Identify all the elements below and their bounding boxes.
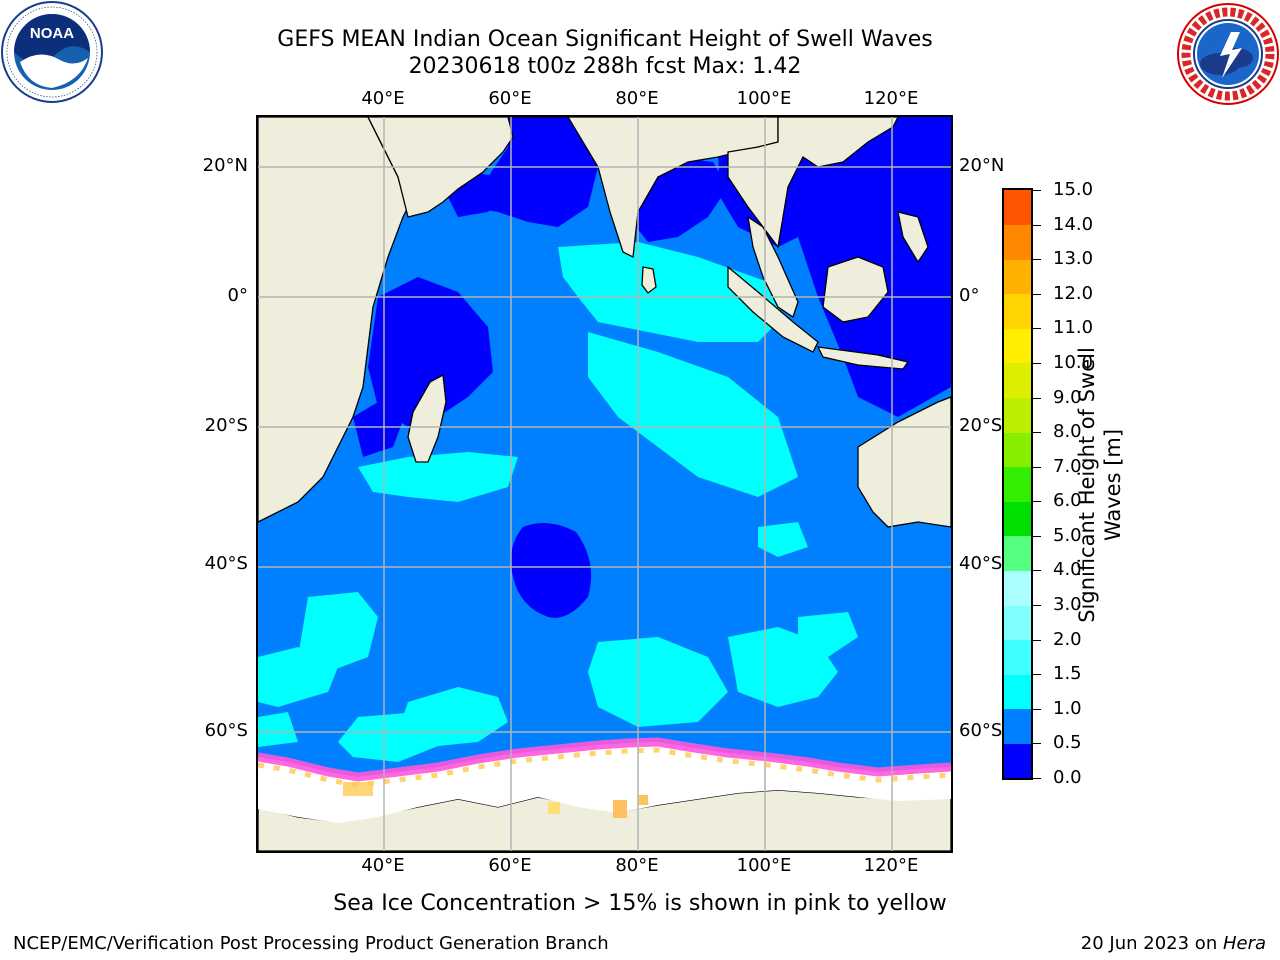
colorbar-segment [1004, 743, 1031, 779]
date-text: 20 Jun 2023 on [1080, 933, 1223, 954]
colorbar-tick-label: 2.0 [1053, 628, 1082, 650]
colorbar-tick [1033, 397, 1041, 399]
colorbar-tick-label: 5.0 [1053, 524, 1082, 546]
colorbar-segment [1004, 224, 1031, 260]
lon-tick-top: 80°E [615, 88, 659, 109]
colorbar-tick-label: 14.0 [1053, 213, 1094, 235]
colorbar-tick-label: 7.0 [1053, 455, 1082, 477]
colorbar-segment [1004, 674, 1031, 710]
colorbar-tick [1033, 224, 1041, 226]
colorbar-tick [1033, 674, 1041, 676]
lon-tick-top: 120°E [863, 88, 919, 109]
colorbar-tick-label: 1.5 [1053, 663, 1082, 685]
colorbar-tick [1033, 605, 1041, 607]
lat-tick-right: 20°N [959, 155, 1005, 176]
lat-tick-right: 40°S [959, 553, 1003, 574]
lat-tick-left: 60°S [204, 720, 248, 741]
colorbar-tick-label: 8.0 [1053, 421, 1082, 443]
colorbar-tick [1033, 362, 1041, 364]
lat-tick-left: 20°S [204, 415, 248, 436]
chart-subtitle: 20230618 t00z 288h fcst Max: 1.42 [408, 54, 802, 79]
colorbar-tick [1033, 293, 1041, 295]
lon-tick-bottom: 120°E [863, 855, 919, 876]
lat-tick-right: 60°S [959, 720, 1003, 741]
noaa-logo-text: NOAA [30, 25, 74, 42]
lat-tick-left: 40°S [204, 553, 248, 574]
colorbar-tick [1033, 708, 1041, 710]
colorbar-segment [1004, 708, 1031, 744]
lon-tick-top: 40°E [361, 88, 405, 109]
chart-title: GEFS MEAN Indian Ocean Significant Heigh… [277, 27, 933, 52]
colorbar-tick [1033, 778, 1041, 779]
colorbar-segment [1004, 432, 1031, 468]
lon-tick-bottom: 40°E [361, 855, 405, 876]
colorbar-tick-label: 9.0 [1053, 386, 1082, 408]
colorbar [1002, 188, 1033, 780]
colorbar-tick-label: 10.0 [1053, 351, 1094, 373]
colorbar-segment [1004, 328, 1031, 364]
colorbar-tick [1033, 432, 1041, 434]
colorbar-tick [1033, 639, 1041, 641]
colorbar-tick [1033, 190, 1041, 191]
colorbar-segment [1004, 397, 1031, 433]
sea-ice-region [258, 737, 951, 823]
colorbar-tick [1033, 535, 1041, 537]
credit-text: NCEP/EMC/Verification Post Processing Pr… [13, 933, 609, 954]
colorbar-tick [1033, 501, 1041, 503]
lat-tick-right: 20°S [959, 415, 1003, 436]
lat-tick-left: 0° [227, 285, 248, 306]
colorbar-tick [1033, 743, 1041, 745]
colorbar-tick-label: 4.0 [1053, 559, 1082, 581]
lon-tick-top: 60°E [488, 88, 532, 109]
colorbar-tick [1033, 570, 1041, 572]
colorbar-tick-label: 3.0 [1053, 594, 1082, 616]
colorbar-tick [1033, 259, 1041, 261]
colorbar-tick-label: 0.5 [1053, 732, 1082, 754]
sea-ice-note: Sea Ice Concentration > 15% is shown in … [333, 891, 947, 916]
noaa-logo-icon: NOAA [1, 1, 103, 103]
colorbar-tick-label: 6.0 [1053, 490, 1082, 512]
colorbar-tick-label: 0.0 [1053, 767, 1082, 788]
land-masses [258, 117, 951, 851]
colorbar-segment [1004, 570, 1031, 606]
lon-tick-bottom: 60°E [488, 855, 532, 876]
colorbar-segment [1004, 293, 1031, 329]
colorbar-title: Significant Height of Swell Waves [m] [1074, 347, 1126, 623]
colorbar-title-line1: Significant Height of Swell [1075, 347, 1099, 623]
colorbar-segment [1004, 466, 1031, 502]
colorbar-segment [1004, 535, 1031, 571]
colorbar-segment [1004, 605, 1031, 641]
colorbar-segment [1004, 501, 1031, 537]
colorbar-segment [1004, 639, 1031, 675]
host-name: Hera [1222, 933, 1266, 954]
lon-tick-bottom: 100°E [736, 855, 792, 876]
lat-tick-right: 0° [959, 285, 980, 306]
graticule [258, 117, 951, 851]
colorbar-tick-label: 1.0 [1053, 697, 1082, 719]
lon-tick-bottom: 80°E [615, 855, 659, 876]
colorbar-tick-label: 11.0 [1053, 317, 1094, 339]
lon-tick-top: 100°E [736, 88, 792, 109]
colorbar-segment [1004, 259, 1031, 295]
colorbar-title-line2: Waves [m] [1101, 428, 1125, 542]
date-stamp: 20 Jun 2023 on Hera [1081, 933, 1266, 955]
colorbar-tick [1033, 466, 1041, 468]
nws-logo-icon [1177, 3, 1279, 105]
swell-height-map [258, 117, 951, 851]
map-panel [256, 115, 953, 853]
colorbar-tick [1033, 328, 1041, 330]
colorbar-tick-label: 12.0 [1053, 282, 1094, 304]
lat-tick-left: 20°N [202, 155, 248, 176]
colorbar-segment [1004, 362, 1031, 399]
colorbar-tick-label: 13.0 [1053, 248, 1094, 270]
colorbar-segment [1004, 190, 1031, 226]
colorbar-tick-label: 15.0 [1053, 179, 1094, 200]
